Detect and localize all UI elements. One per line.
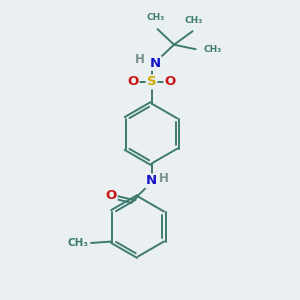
Text: O: O (164, 75, 176, 88)
Text: N: N (149, 57, 161, 70)
Text: CH₃: CH₃ (185, 16, 203, 25)
Text: N: N (146, 174, 157, 188)
Text: CH₃: CH₃ (204, 45, 222, 54)
Text: H: H (135, 53, 145, 66)
Text: O: O (105, 189, 117, 202)
Text: CH₃: CH₃ (68, 238, 88, 248)
Text: H: H (159, 172, 169, 185)
Text: S: S (147, 75, 156, 88)
Text: CH₃: CH₃ (147, 14, 165, 22)
Text: O: O (127, 75, 139, 88)
